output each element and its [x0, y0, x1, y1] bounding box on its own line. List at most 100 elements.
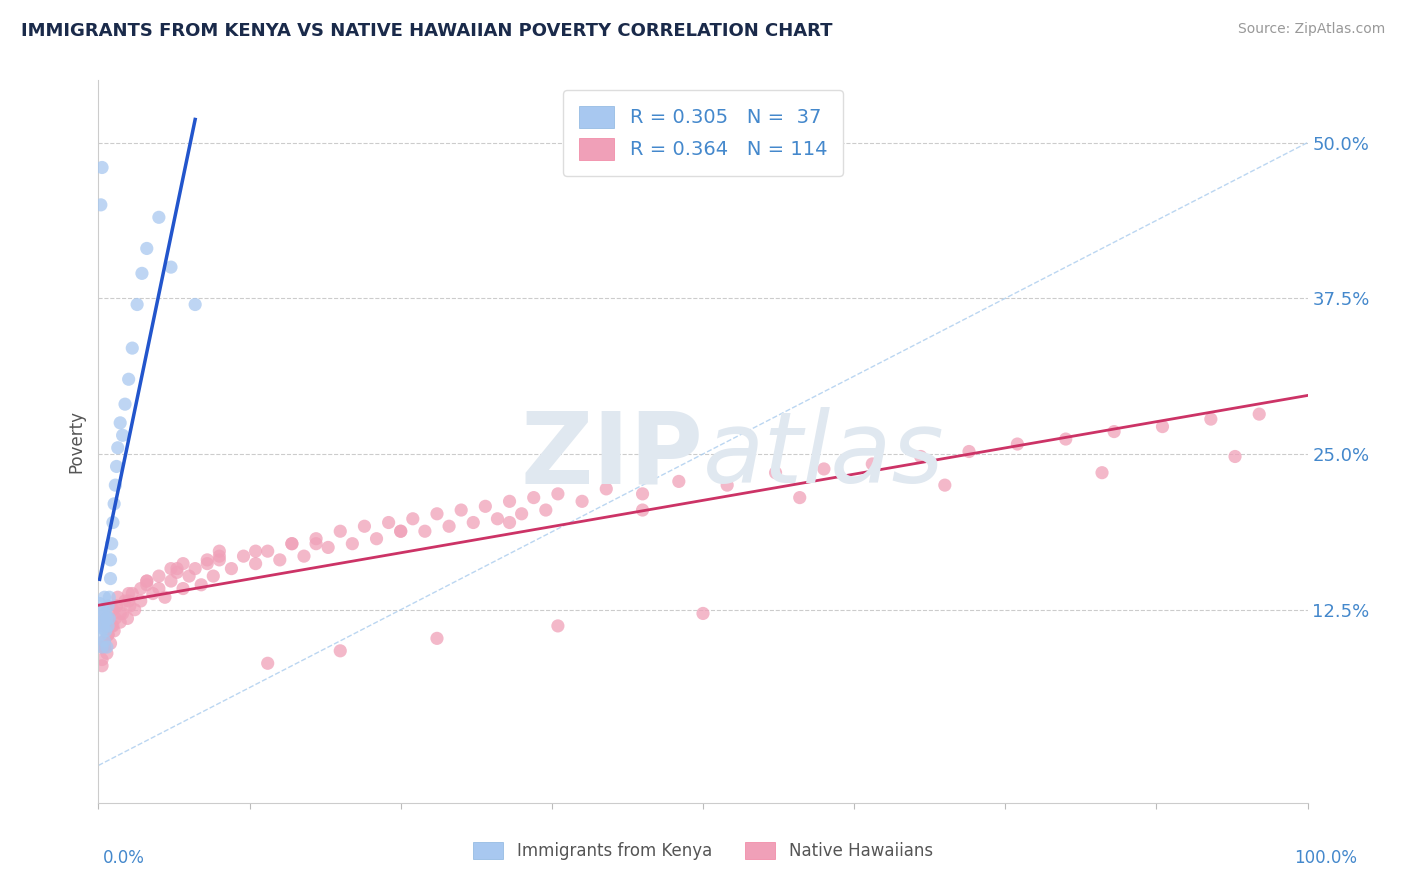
Point [292, 549, 315, 563]
Point [118, 599, 141, 613]
Point [463, 516, 485, 530]
Point [96, 646, 118, 660]
Point [208, 553, 231, 567]
Point [256, 657, 278, 671]
Point [135, 574, 157, 588]
Point [256, 544, 278, 558]
Point [108, 615, 131, 630]
Point [91, 658, 114, 673]
Point [910, 450, 932, 464]
Point [90, 615, 112, 630]
Point [98, 611, 121, 625]
Point [342, 537, 364, 551]
Point [100, 619, 122, 633]
Point [104, 478, 127, 492]
Point [547, 487, 569, 501]
Point [97, 599, 120, 613]
Point [305, 537, 328, 551]
Point [305, 532, 328, 546]
Point [108, 416, 131, 430]
Point [107, 591, 129, 605]
Text: 0.0%: 0.0% [103, 849, 145, 867]
Point [245, 544, 267, 558]
Point [93, 640, 115, 654]
Point [377, 516, 399, 530]
Point [89, 597, 111, 611]
Point [105, 599, 128, 613]
Point [108, 607, 131, 621]
Point [129, 594, 152, 608]
Text: ZIP: ZIP [520, 408, 703, 505]
Point [160, 574, 183, 588]
Point [160, 260, 183, 274]
Point [101, 619, 124, 633]
Point [135, 578, 157, 592]
Point [105, 459, 128, 474]
Point [91, 621, 114, 635]
Point [221, 561, 243, 575]
Point [498, 494, 520, 508]
Point [118, 372, 141, 386]
Text: 100.0%: 100.0% [1294, 849, 1357, 867]
Point [486, 512, 509, 526]
Point [104, 611, 127, 625]
Point [90, 198, 112, 212]
Point [631, 487, 654, 501]
Point [142, 586, 165, 600]
Point [172, 557, 194, 571]
Point [534, 503, 557, 517]
Point [195, 557, 218, 571]
Point [107, 441, 129, 455]
Point [91, 161, 114, 175]
Point [118, 586, 141, 600]
Point [101, 516, 124, 530]
Point [353, 519, 375, 533]
Point [195, 553, 218, 567]
Point [148, 582, 170, 596]
Point [523, 491, 546, 505]
Point [153, 591, 176, 605]
Point [426, 632, 449, 646]
Point [860, 457, 883, 471]
Point [208, 544, 231, 558]
Legend: Immigrants from Kenya, Native Hawaiians: Immigrants from Kenya, Native Hawaiians [467, 835, 939, 867]
Point [101, 603, 124, 617]
Point [114, 397, 136, 411]
Point [1249, 407, 1271, 421]
Point [190, 578, 212, 592]
Point [813, 462, 835, 476]
Point [111, 607, 134, 621]
Point [91, 609, 114, 624]
Point [93, 633, 115, 648]
Point [111, 428, 134, 442]
Point [765, 466, 787, 480]
Point [118, 594, 141, 608]
Point [1091, 466, 1114, 480]
Point [100, 572, 122, 586]
Point [232, 549, 254, 563]
Point [172, 582, 194, 596]
Point [103, 624, 125, 638]
Point [93, 633, 115, 648]
Point [105, 599, 128, 613]
Point [281, 537, 304, 551]
Point [93, 615, 115, 630]
Text: Source: ZipAtlas.com: Source: ZipAtlas.com [1237, 22, 1385, 37]
Point [402, 512, 425, 526]
Point [474, 500, 496, 514]
Point [97, 619, 120, 633]
Point [184, 561, 207, 575]
Point [1007, 437, 1029, 451]
Point [450, 503, 472, 517]
Point [389, 524, 412, 539]
Point [98, 591, 121, 605]
Point [103, 497, 125, 511]
Point [148, 211, 170, 225]
Point [184, 297, 207, 311]
Point [437, 519, 460, 533]
Point [329, 524, 352, 539]
Point [129, 582, 152, 596]
Point [789, 491, 811, 505]
Point [316, 541, 339, 555]
Point [100, 537, 122, 551]
